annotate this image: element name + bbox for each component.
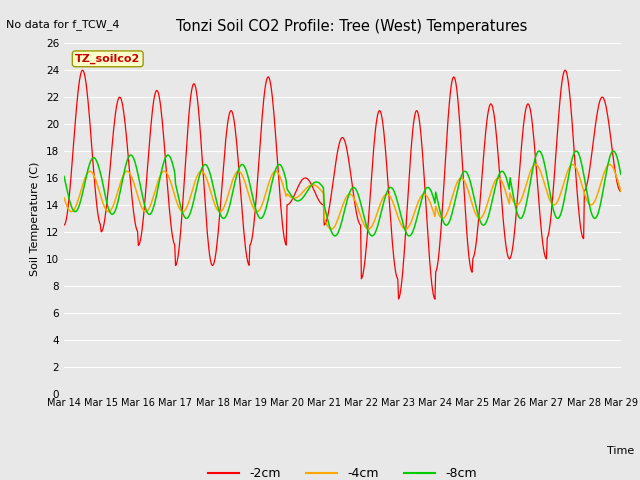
-2cm [428,274,435,280]
-2cm [214,230,222,236]
Text: TZ_soilco2: TZ_soilco2 [75,54,140,64]
Y-axis label: Soil Temperature (C): Soil Temperature (C) [30,161,40,276]
-8cm [60,173,68,179]
-4cm [70,207,78,213]
-2cm [60,222,68,228]
-4cm [532,162,540,168]
-4cm [184,202,192,207]
-2cm [128,196,136,202]
Text: Tonzi Soil CO2 Profile: Tree (West) Temperatures: Tonzi Soil CO2 Profile: Tree (West) Temp… [176,19,528,34]
-4cm [402,226,410,232]
-4cm [617,188,625,194]
-8cm [70,208,78,214]
-8cm [428,188,435,194]
-2cm [185,114,193,120]
-2cm [617,189,625,194]
-8cm [332,233,339,239]
-8cm [617,171,625,177]
-8cm [184,215,192,220]
-4cm [428,202,435,208]
-4cm [411,209,419,215]
-8cm [411,223,419,229]
-8cm [214,202,221,207]
-4cm [60,195,68,201]
-2cm [431,296,439,302]
-8cm [609,148,617,154]
Line: -2cm: -2cm [64,70,621,299]
Text: No data for f_TCW_4: No data for f_TCW_4 [6,19,120,30]
Line: -8cm: -8cm [64,151,621,236]
-2cm [70,134,78,140]
Line: -4cm: -4cm [64,165,621,229]
-2cm [79,67,86,73]
-4cm [214,207,221,213]
-4cm [127,173,135,179]
Legend: -2cm, -4cm, -8cm: -2cm, -4cm, -8cm [204,462,481,480]
X-axis label: Time: Time [607,446,634,456]
-2cm [411,112,419,118]
-8cm [127,152,135,158]
